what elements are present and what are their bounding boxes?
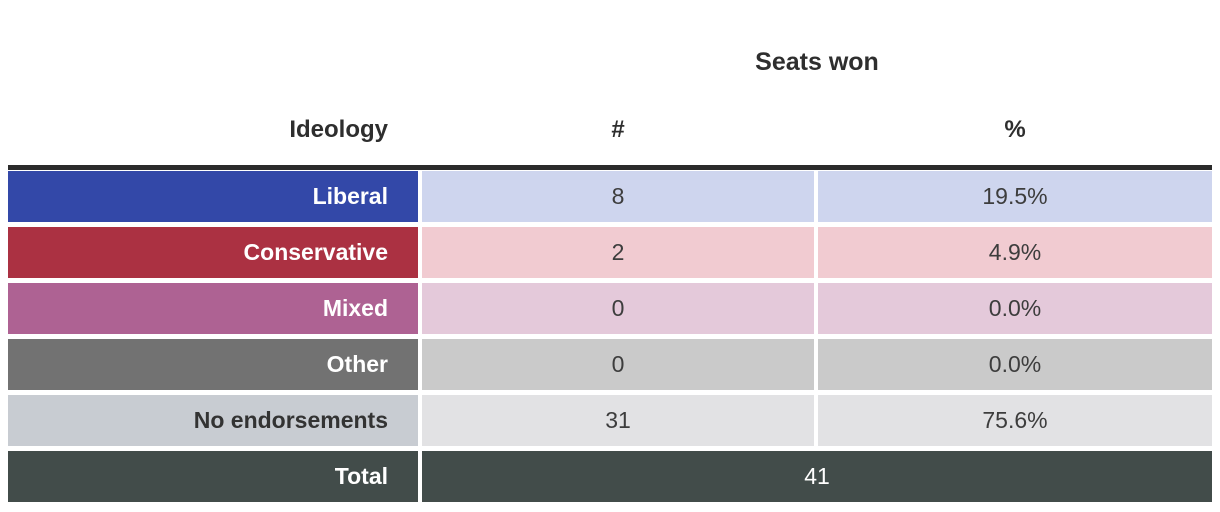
ideology-cell: No endorsements: [8, 395, 418, 446]
column-header-percent: %: [1004, 116, 1026, 143]
table-row-mixed: Mixed 0 0.0%: [8, 283, 1212, 334]
percent-cell: 0.0%: [818, 339, 1212, 390]
column-header-count: #: [611, 116, 625, 143]
table-row-liberal: Liberal 8 19.5%: [8, 171, 1212, 222]
count-cell: 0: [422, 283, 814, 334]
ideology-cell: Mixed: [8, 283, 418, 334]
table-row-no-endorsements: No endorsements 31 75.6%: [8, 395, 1212, 446]
percent-cell: 0.0%: [818, 283, 1212, 334]
count-cell: 31: [422, 395, 814, 446]
table-row-conservative: Conservative 2 4.9%: [8, 227, 1212, 278]
ideology-cell: Conservative: [8, 227, 418, 278]
percent-cell: 19.5%: [818, 171, 1212, 222]
column-header-ideology: Ideology: [289, 116, 388, 143]
percent-cell: 4.9%: [818, 227, 1212, 278]
ideology-cell: Other: [8, 339, 418, 390]
table-row-other: Other 0 0.0%: [8, 339, 1212, 390]
count-cell: 0: [422, 339, 814, 390]
total-label-cell: Total: [8, 451, 418, 502]
count-cell: 8: [422, 171, 814, 222]
ideology-cell: Liberal: [8, 171, 418, 222]
count-cell: 2: [422, 227, 814, 278]
percent-cell: 75.6%: [818, 395, 1212, 446]
seats-won-table: Liberal 8 19.5% Conservative 2 4.9% Mixe…: [8, 165, 1212, 502]
column-header-row: Ideology # %: [8, 116, 1212, 146]
seats-won-group-header: Seats won: [755, 48, 879, 76]
total-value-cell: 41: [422, 451, 1212, 502]
total-row: Total 41: [8, 451, 1212, 502]
